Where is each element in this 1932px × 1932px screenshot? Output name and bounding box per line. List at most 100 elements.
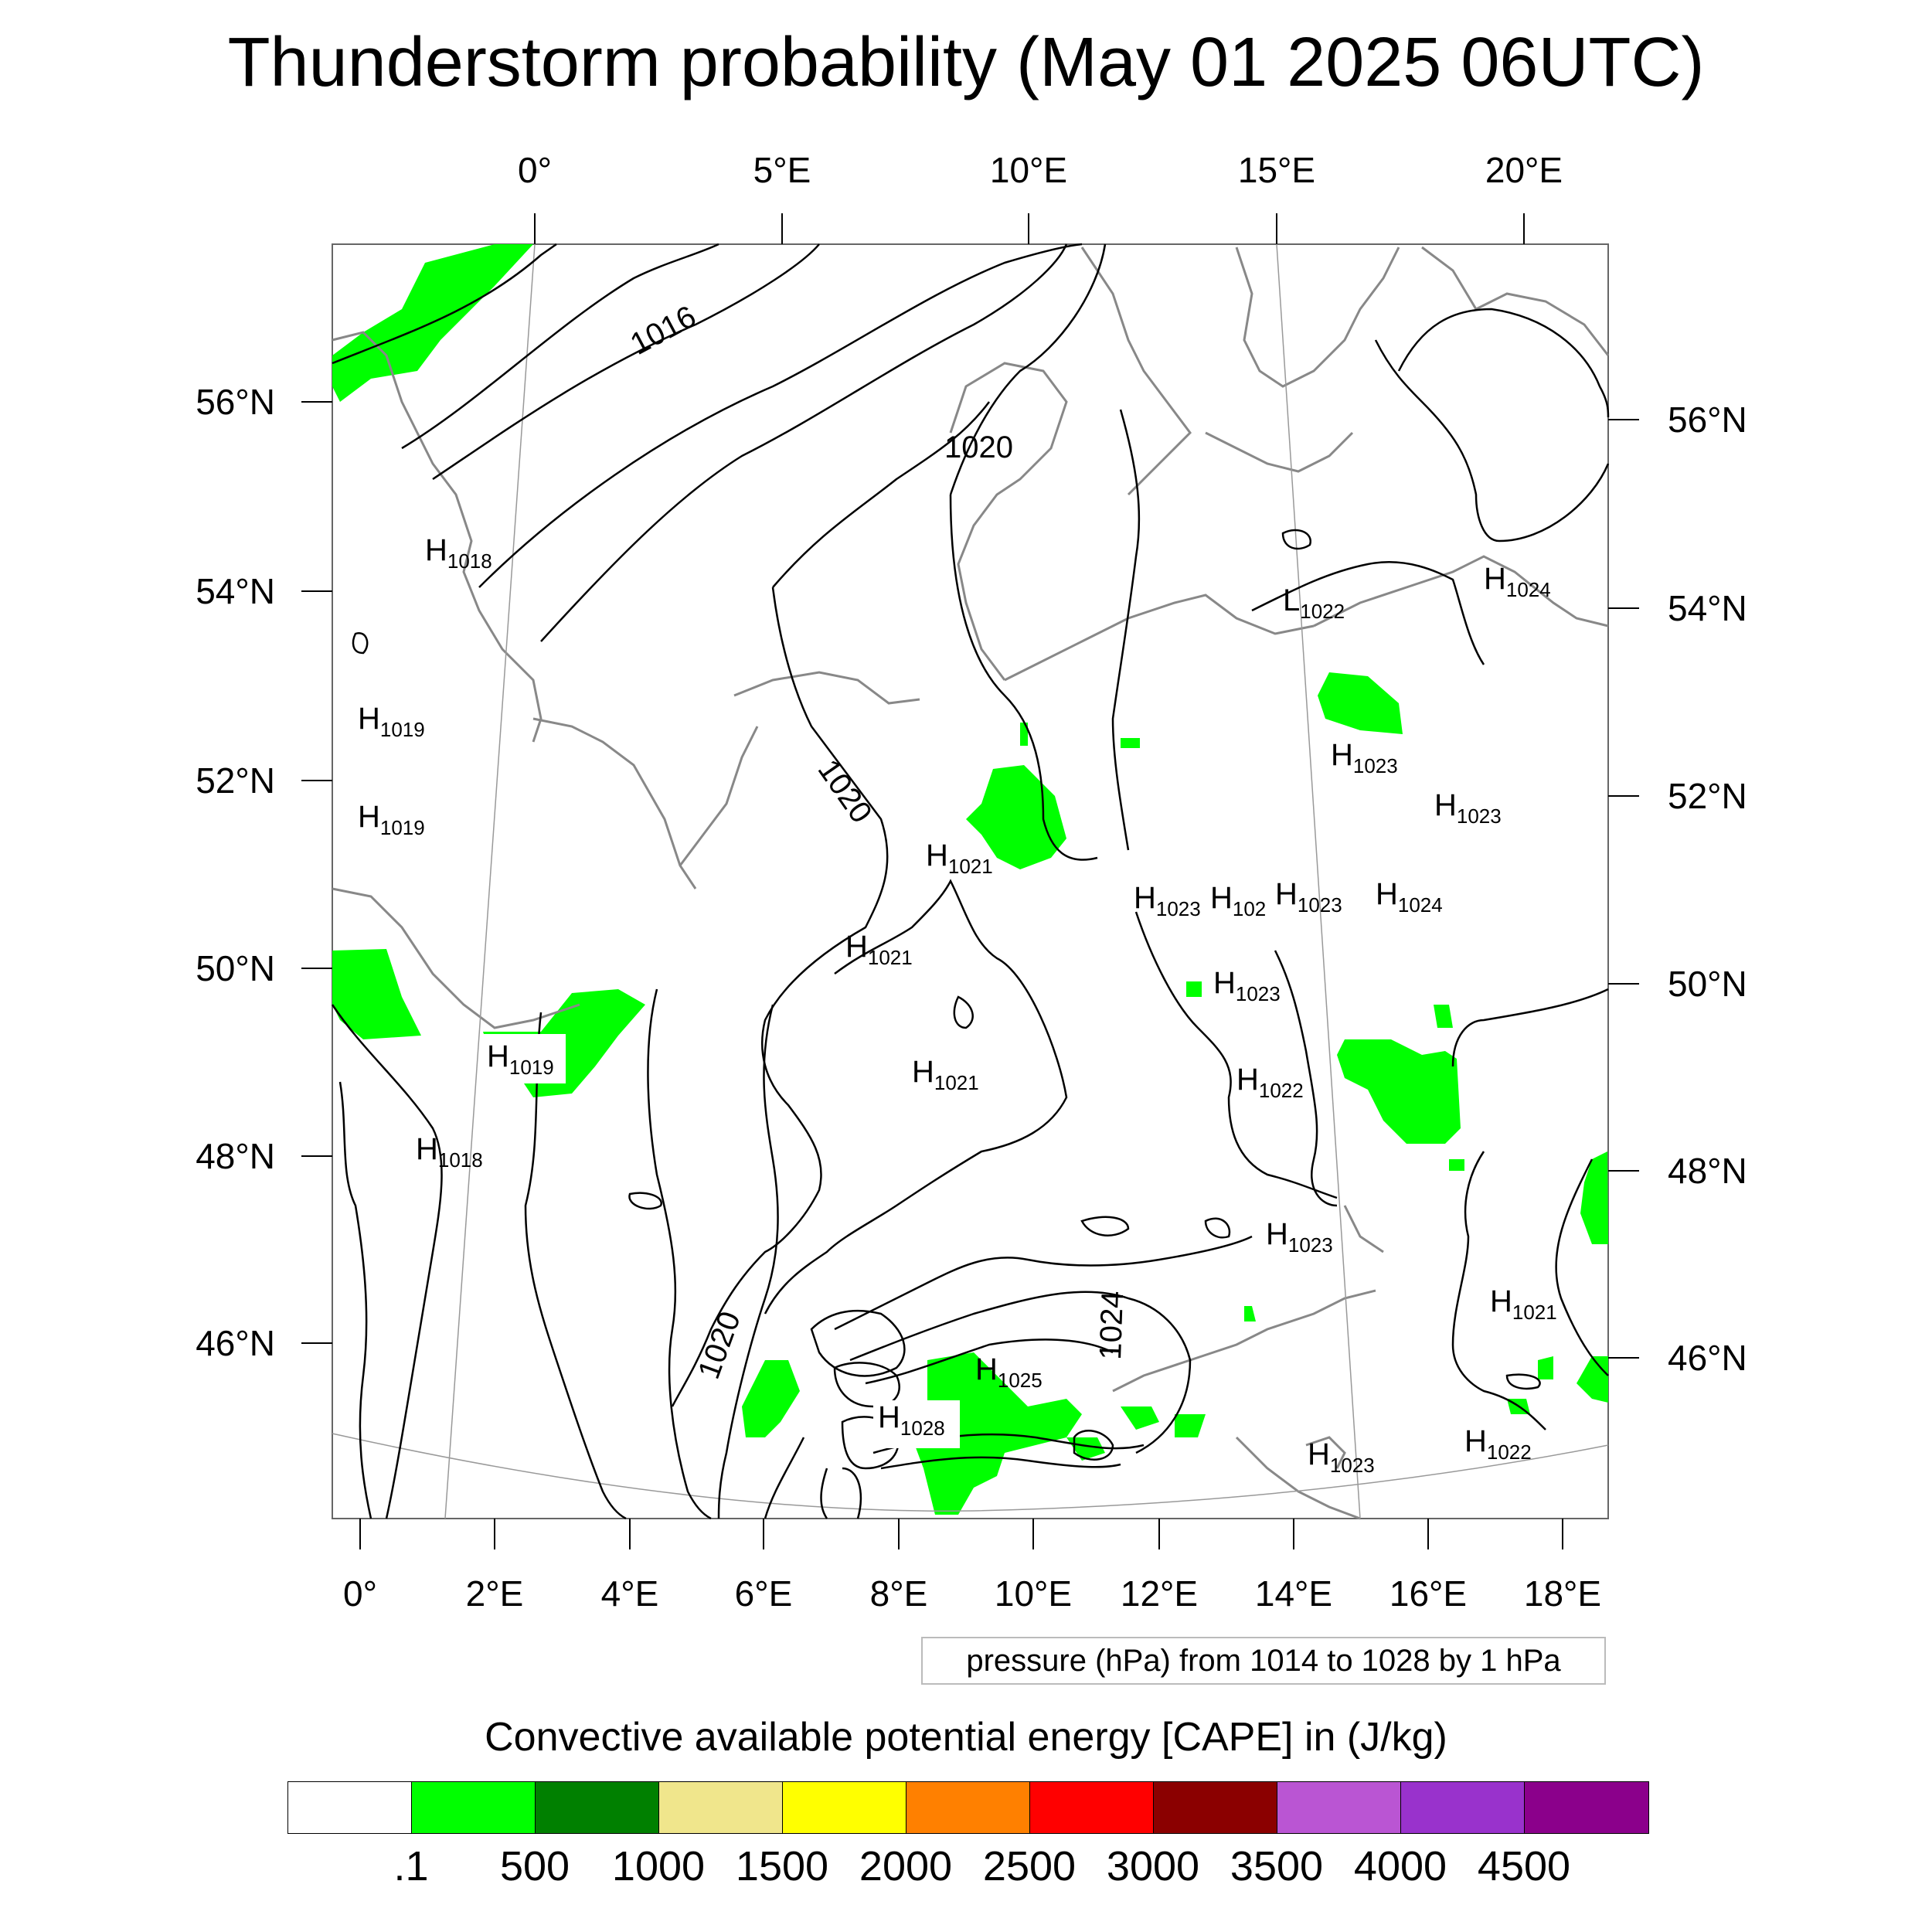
bottom-lon-tick: 4°E bbox=[601, 1573, 659, 1614]
cape-area bbox=[1121, 1406, 1159, 1430]
isobar bbox=[820, 1467, 862, 1519]
cape-area bbox=[1121, 738, 1140, 748]
high-pressure-label: H1022 bbox=[1464, 1424, 1532, 1464]
cape-area bbox=[1580, 1151, 1608, 1244]
coastline bbox=[1343, 1205, 1384, 1253]
high-pressure-label: H1021 bbox=[926, 838, 993, 878]
left-latitude-labels: 56°N 54°N 52°N 50°N 48°N 46°N bbox=[196, 382, 275, 1363]
high-pressure-label: H1019 bbox=[358, 702, 425, 741]
cape-area bbox=[1020, 723, 1028, 746]
isobar bbox=[1555, 1158, 1609, 1376]
colorbar-swatch bbox=[1525, 1782, 1648, 1833]
isobar-label: 1020 bbox=[944, 430, 1013, 464]
pressure-centers: H1018 H1019 H1019 H1019 H1018 H1021 H102… bbox=[358, 533, 1557, 1477]
isobar bbox=[332, 243, 557, 365]
high-pressure-label: H1021 bbox=[845, 930, 913, 969]
coastline bbox=[1004, 594, 1315, 682]
isobar bbox=[833, 1362, 900, 1408]
cape-area bbox=[742, 1360, 800, 1437]
coastline bbox=[332, 887, 580, 1029]
cape-area bbox=[1066, 1437, 1105, 1461]
left-lat-tick: 48°N bbox=[196, 1136, 275, 1176]
coastline bbox=[1305, 1436, 1346, 1469]
bottom-lon-tick: 12°E bbox=[1121, 1573, 1198, 1614]
coastline bbox=[332, 331, 543, 743]
isobar bbox=[352, 631, 369, 655]
colorbar-label: 3500 bbox=[1230, 1843, 1324, 1889]
cape-area bbox=[332, 949, 421, 1039]
map-frame bbox=[332, 243, 1609, 1519]
colorbar-swatch bbox=[412, 1782, 536, 1833]
high-pressure-label: H1023 bbox=[1213, 966, 1281, 1005]
isobar bbox=[841, 1416, 900, 1470]
isobar bbox=[628, 1192, 662, 1210]
isobar bbox=[1451, 1151, 1546, 1430]
isobars bbox=[331, 243, 1610, 1520]
top-lon-tick: 20°E bbox=[1485, 150, 1563, 190]
high-pressure-label: H1024 bbox=[1376, 877, 1443, 917]
bottom-lon-tick: 0° bbox=[343, 1573, 377, 1614]
tick-marks bbox=[301, 213, 1639, 1549]
colorbar-swatch bbox=[1277, 1782, 1401, 1833]
isobar bbox=[338, 1081, 372, 1519]
isobar bbox=[1073, 1430, 1114, 1461]
isobar bbox=[865, 1338, 1114, 1385]
left-lat-tick: 52°N bbox=[196, 760, 275, 801]
isobar bbox=[401, 243, 719, 450]
high-pressure-label: H1023 bbox=[1266, 1217, 1333, 1257]
cape-area bbox=[1318, 672, 1403, 734]
colorbar-label: 500 bbox=[499, 1843, 570, 1889]
coastline bbox=[1313, 555, 1609, 628]
high-pressure-label: H1022 bbox=[1236, 1063, 1304, 1102]
cape-colorbar bbox=[287, 1781, 1649, 1834]
isobar bbox=[764, 1437, 805, 1519]
isobar bbox=[671, 587, 889, 1407]
colorbar-swatch bbox=[906, 1782, 1030, 1833]
isobar bbox=[1251, 561, 1485, 665]
right-lat-tick: 56°N bbox=[1668, 400, 1747, 440]
colorbar-label: 3000 bbox=[1106, 1843, 1200, 1889]
isobar bbox=[1080, 1216, 1130, 1236]
high-pressure-label: H102 bbox=[1210, 881, 1266, 920]
isobar bbox=[540, 243, 1068, 642]
isobar bbox=[1134, 911, 1338, 1199]
high-pressure-label: H1023 bbox=[1331, 738, 1398, 777]
isobar bbox=[810, 1309, 906, 1377]
isobar bbox=[1451, 988, 1609, 1067]
cape-area bbox=[1449, 1159, 1464, 1171]
high-pressure-label: H1018 bbox=[416, 1132, 483, 1172]
high-pressure-label: H1021 bbox=[1490, 1284, 1557, 1324]
cape-area bbox=[1337, 1039, 1461, 1144]
isobar bbox=[1397, 308, 1610, 418]
colorbar-swatch bbox=[783, 1782, 906, 1833]
isobar bbox=[949, 494, 1098, 861]
right-lat-tick: 48°N bbox=[1668, 1151, 1747, 1191]
coastline bbox=[1112, 1289, 1376, 1393]
isobar bbox=[432, 243, 820, 481]
cape-area bbox=[1186, 981, 1202, 997]
bottom-lon-tick: 18°E bbox=[1524, 1573, 1601, 1614]
bottom-lon-tick: 2°E bbox=[466, 1573, 524, 1614]
isobar bbox=[1111, 409, 1141, 851]
top-lon-tick: 10°E bbox=[990, 150, 1067, 190]
colorbar-swatch bbox=[1030, 1782, 1154, 1833]
isobar bbox=[1274, 950, 1338, 1207]
isobar bbox=[331, 1004, 443, 1519]
high-pressure-label: H1023 bbox=[1134, 881, 1201, 920]
right-lat-tick: 54°N bbox=[1668, 588, 1747, 628]
high-pressure-label: H1024 bbox=[1484, 562, 1551, 601]
isobar bbox=[764, 879, 1068, 1315]
isobar bbox=[1374, 339, 1610, 543]
pressure-info-box: pressure (hPa) from 1014 to 1028 by 1 hP… bbox=[921, 1637, 1606, 1685]
isobar bbox=[1505, 1373, 1541, 1390]
high-pressure-label: H1021 bbox=[912, 1055, 979, 1094]
colorbar-label: 2000 bbox=[859, 1843, 953, 1889]
isobar bbox=[949, 243, 1107, 495]
cape-area bbox=[1434, 1005, 1453, 1028]
left-lat-tick: 46°N bbox=[196, 1323, 275, 1363]
high-pressure-label: H1028 bbox=[878, 1400, 945, 1440]
cape-area bbox=[1538, 1356, 1553, 1379]
isobar bbox=[717, 1004, 779, 1519]
colorbar-swatch bbox=[288, 1782, 412, 1833]
